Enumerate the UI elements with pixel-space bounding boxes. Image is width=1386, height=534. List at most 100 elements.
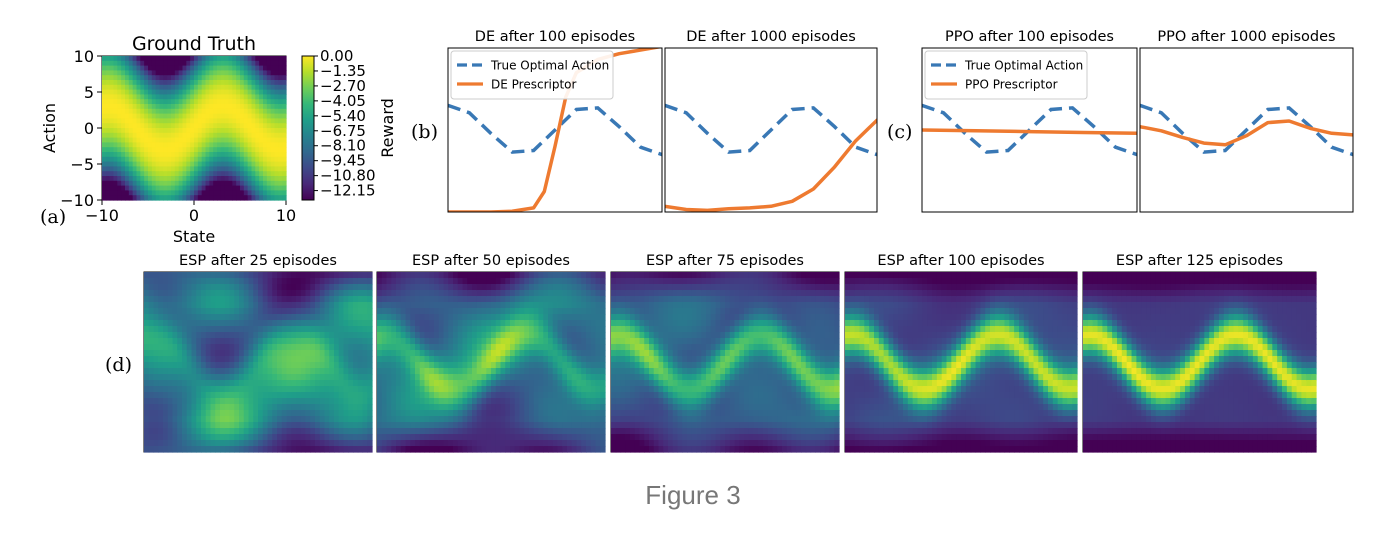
heat-cell: [586, 278, 592, 285]
heat-cell: [495, 428, 502, 435]
heat-cell: [113, 171, 118, 177]
heat-cell: [533, 338, 540, 345]
heat-cell: [220, 302, 226, 309]
heat-cell: [186, 185, 191, 191]
heat-cell: [590, 446, 597, 453]
heat-cell: [434, 308, 440, 315]
heat-cell: [476, 392, 483, 399]
heat-cell: [310, 356, 316, 363]
heat-cell: [270, 99, 276, 105]
heat-cell: [163, 296, 169, 303]
heat-cell: [653, 290, 660, 297]
heat-cell: [329, 314, 335, 321]
heat-cell: [182, 404, 188, 411]
heat-cell: [186, 65, 191, 71]
heat-cell: [300, 278, 307, 285]
heat-cell: [552, 308, 559, 315]
heat-cell: [167, 368, 174, 375]
heat-cell: [263, 99, 268, 105]
heat-cell: [113, 70, 118, 76]
heat-cell: [329, 302, 335, 309]
heat-cell: [248, 344, 254, 351]
heat-cell: [415, 284, 421, 291]
heat-cell: [155, 171, 161, 177]
heat-cell: [158, 290, 164, 297]
heat-cell: [220, 398, 226, 405]
heat-cell: [228, 108, 233, 115]
heat-cell: [519, 290, 525, 297]
heat-cell: [228, 166, 233, 172]
heat-cell: [543, 428, 549, 435]
heat-cell: [239, 416, 245, 423]
heat-cell: [300, 272, 307, 279]
heat-cell: [434, 404, 440, 411]
heat-cell: [429, 332, 435, 339]
heat-cell: [240, 171, 245, 177]
heat-cell: [443, 398, 449, 405]
heat-cell: [457, 368, 464, 375]
heat-cell: [136, 152, 141, 158]
heat-cell: [278, 171, 283, 177]
ground-truth-heatmap: [102, 56, 287, 201]
heat-cell: [476, 338, 483, 345]
heat-cell: [151, 132, 157, 139]
heat-cell: [182, 434, 188, 441]
heat-cell: [262, 446, 269, 453]
heat-cell: [519, 314, 525, 321]
heat-cell: [448, 296, 454, 303]
heat-cell: [186, 80, 191, 86]
heat-cell: [177, 296, 183, 303]
heat-cell: [462, 350, 468, 357]
heat-cell: [191, 422, 197, 429]
heat-cell: [267, 410, 273, 417]
heat-cell: [263, 132, 268, 139]
heat-cell: [453, 410, 459, 417]
heat-cell: [136, 161, 141, 167]
heat-cell: [247, 132, 253, 139]
heat-cell: [163, 398, 169, 405]
heat-cell: [163, 75, 168, 81]
heat-cell: [338, 446, 345, 453]
heat-cell: [386, 386, 392, 393]
heat-cell: [300, 410, 307, 417]
heat-cell: [434, 344, 440, 351]
heat-cell: [377, 302, 383, 309]
heat-cell: [448, 278, 454, 285]
heat-cell: [205, 99, 210, 105]
heat-cell: [274, 180, 279, 187]
heat-cell: [229, 374, 235, 381]
heat-cell: [163, 440, 169, 447]
heat-cell: [386, 368, 392, 375]
heat-cell: [201, 89, 207, 95]
heat-cell: [262, 314, 269, 321]
heat-cell: [286, 404, 292, 411]
heat-cell: [281, 308, 288, 315]
heat-cell: [357, 446, 364, 453]
heat-cell: [329, 344, 335, 351]
heat-cell: [486, 326, 492, 333]
heat-cell: [586, 356, 592, 363]
heat-cell: [144, 434, 150, 441]
heat-cell: [672, 428, 679, 435]
heat-cell: [472, 338, 478, 345]
heat-cell: [419, 320, 426, 327]
heat-cell: [117, 65, 122, 71]
heat-cell: [209, 180, 214, 187]
heat-cell: [595, 320, 601, 327]
heat-cell: [158, 350, 164, 357]
heat-cell: [567, 326, 573, 333]
heat-cell: [620, 302, 626, 309]
heat-cell: [410, 404, 416, 411]
heat-cell: [263, 180, 268, 187]
heat-cell: [186, 428, 193, 435]
heat-cell: [258, 350, 264, 357]
heat-cell: [319, 368, 326, 375]
heat-cell: [310, 374, 316, 381]
heat-cell: [243, 171, 249, 177]
heat-cell: [639, 290, 645, 297]
heat-cell: [419, 428, 426, 435]
heat-cell: [117, 70, 122, 76]
heat-cell: [443, 446, 449, 453]
heat-cell: [153, 380, 159, 387]
heat-cell: [210, 314, 216, 321]
